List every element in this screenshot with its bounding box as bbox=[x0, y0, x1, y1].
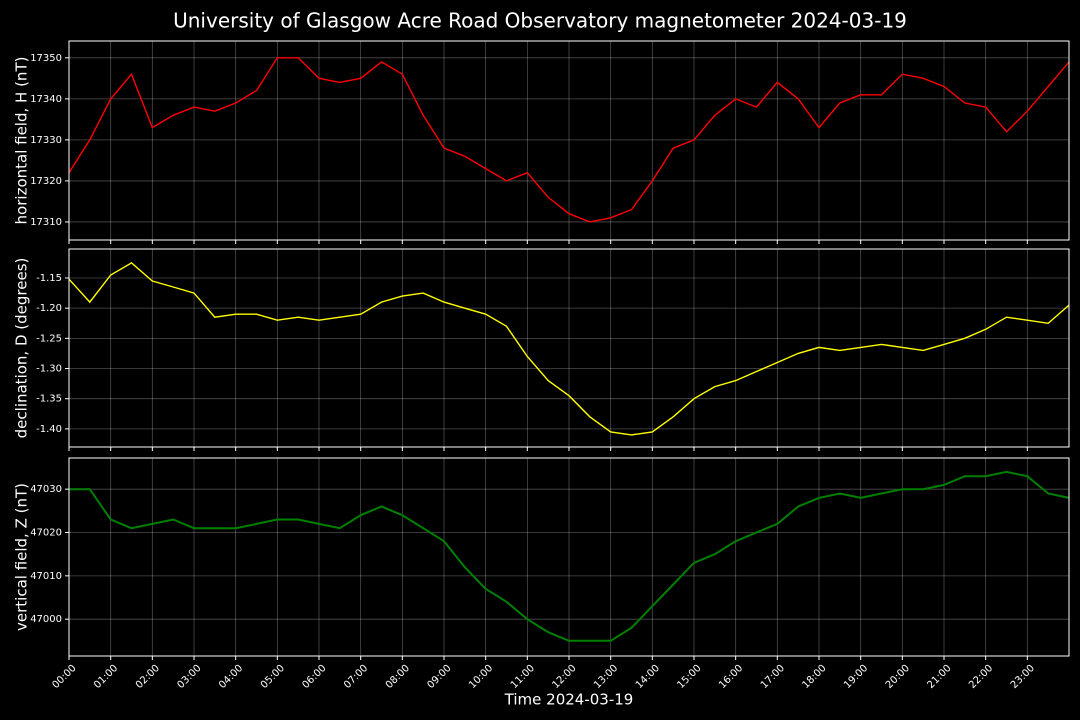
x-tick-label: 14:00 bbox=[634, 663, 662, 691]
y-tick-label: 17310 bbox=[30, 217, 62, 228]
x-tick-label: 12:00 bbox=[550, 663, 578, 691]
y-tick-label: -1.25 bbox=[36, 333, 62, 344]
y-tick-label: -1.35 bbox=[36, 394, 62, 405]
x-axis-label: Time 2024-03-19 bbox=[504, 691, 634, 709]
plot-frame bbox=[68, 248, 1070, 448]
x-tick-label: 22:00 bbox=[967, 663, 995, 691]
x-tick-label: 17:00 bbox=[759, 663, 787, 691]
data-line bbox=[68, 57, 1070, 223]
x-tick-label: 11:00 bbox=[509, 663, 537, 691]
y-tick-label: 17350 bbox=[30, 53, 62, 64]
x-tick-label: 13:00 bbox=[592, 663, 620, 691]
chart-title: University of Glasgow Acre Road Observat… bbox=[173, 9, 907, 33]
x-tick-label: 06:00 bbox=[300, 663, 328, 691]
y-tick-label: 47020 bbox=[30, 528, 62, 539]
y-axis-label: declination, D (degrees) bbox=[13, 258, 31, 439]
y-tick-label: 47030 bbox=[30, 484, 62, 495]
x-tick-label: 09:00 bbox=[425, 663, 453, 691]
y-axis-label: vertical field, Z (nT) bbox=[13, 483, 31, 631]
y-tick-label: 47010 bbox=[30, 571, 62, 582]
x-tick-label: 02:00 bbox=[134, 663, 162, 691]
data-line bbox=[69, 470, 1070, 642]
x-tick-label: 20:00 bbox=[884, 663, 912, 691]
y-axis-label: horizontal field, H (nT) bbox=[13, 57, 31, 225]
y-tick-label: -1.20 bbox=[36, 303, 62, 314]
y-tick-label: 17340 bbox=[30, 94, 62, 105]
x-tick-label: 16:00 bbox=[717, 663, 745, 691]
x-tick-label: 23:00 bbox=[1009, 663, 1037, 691]
x-tick-label: 03:00 bbox=[175, 663, 203, 691]
x-tick-label: 00:00 bbox=[50, 663, 78, 691]
x-tick-label: 08:00 bbox=[384, 663, 412, 691]
plot-frame bbox=[68, 40, 1070, 241]
x-tick-label: 21:00 bbox=[925, 663, 953, 691]
plot-frame bbox=[68, 457, 1070, 657]
x-tick-label: 18:00 bbox=[800, 663, 828, 691]
x-tick-label: 05:00 bbox=[259, 663, 287, 691]
y-tick-label: -1.15 bbox=[36, 273, 62, 284]
y-tick-label: 47000 bbox=[30, 614, 62, 625]
x-tick-label: 07:00 bbox=[342, 663, 370, 691]
x-tick-label: 10:00 bbox=[467, 663, 495, 691]
data-line bbox=[68, 262, 1070, 436]
y-tick-label: -1.30 bbox=[36, 364, 62, 375]
plot-area bbox=[69, 458, 1069, 656]
y-tick-label: -1.40 bbox=[36, 424, 62, 435]
x-tick-label: 04:00 bbox=[217, 663, 245, 691]
y-tick-label: 17330 bbox=[30, 135, 62, 146]
x-tick-label: 01:00 bbox=[92, 663, 120, 691]
y-tick-label: 17320 bbox=[30, 176, 62, 187]
x-tick-label: 19:00 bbox=[842, 663, 870, 691]
x-tick-label: 15:00 bbox=[675, 663, 703, 691]
